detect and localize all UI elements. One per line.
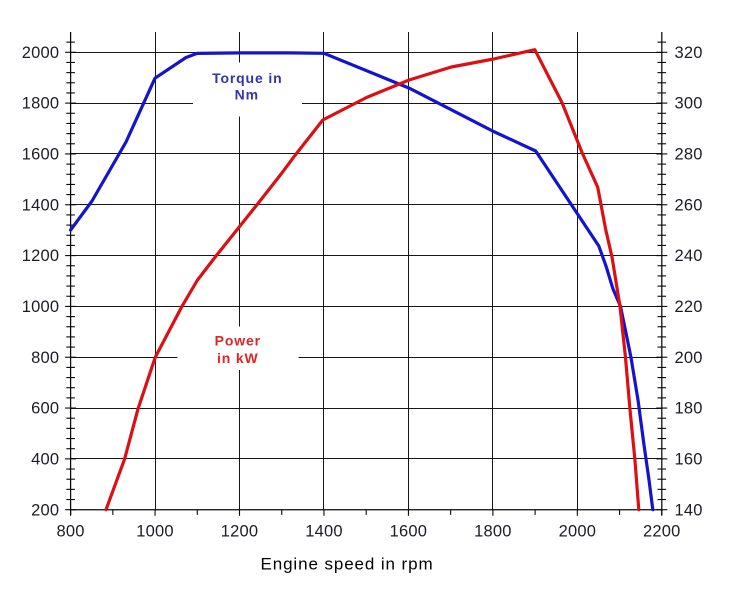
svg-text:320: 320 (675, 44, 703, 62)
svg-text:in kW: in kW (217, 350, 259, 366)
svg-text:800: 800 (57, 522, 85, 540)
svg-text:1600: 1600 (22, 146, 60, 164)
svg-text:1000: 1000 (136, 522, 174, 540)
svg-text:200: 200 (31, 501, 59, 519)
svg-text:800: 800 (31, 349, 59, 367)
svg-text:180: 180 (675, 400, 703, 418)
svg-text:1800: 1800 (22, 95, 60, 113)
svg-text:140: 140 (675, 501, 703, 519)
svg-text:Nm: Nm (235, 87, 259, 103)
svg-text:Power: Power (215, 332, 261, 348)
svg-text:Engine speed in rpm: Engine speed in rpm (260, 555, 433, 574)
svg-text:2000: 2000 (559, 522, 597, 540)
svg-text:280: 280 (675, 146, 703, 164)
svg-text:240: 240 (675, 247, 703, 265)
svg-text:1800: 1800 (474, 522, 512, 540)
svg-text:1200: 1200 (22, 247, 60, 265)
svg-text:260: 260 (675, 196, 703, 214)
svg-text:1600: 1600 (390, 522, 428, 540)
svg-text:1400: 1400 (305, 522, 343, 540)
svg-text:2000: 2000 (22, 44, 60, 62)
svg-text:160: 160 (675, 450, 703, 468)
svg-text:1400: 1400 (22, 196, 60, 214)
svg-text:2200: 2200 (643, 522, 681, 540)
svg-text:200: 200 (675, 349, 703, 367)
svg-text:1200: 1200 (221, 522, 259, 540)
svg-text:1000: 1000 (22, 298, 60, 316)
svg-text:Torque in: Torque in (212, 70, 282, 86)
svg-text:300: 300 (675, 95, 703, 113)
svg-text:400: 400 (31, 450, 59, 468)
svg-text:220: 220 (675, 298, 703, 316)
svg-text:600: 600 (31, 400, 59, 418)
